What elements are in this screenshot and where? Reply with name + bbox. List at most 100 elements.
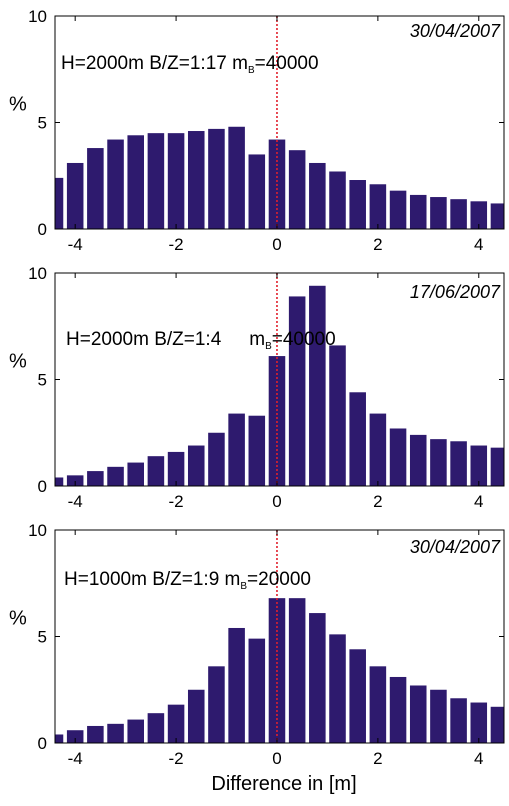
bar-panel1-7 [167, 133, 185, 229]
bar-panel3-8 [187, 689, 205, 743]
bar-panel3-6 [147, 713, 165, 743]
bar-panel2-6 [147, 456, 165, 486]
bar-panel1-3 [87, 148, 104, 229]
bar-panel2-7 [167, 451, 185, 486]
bar-panel2-3 [87, 471, 104, 486]
y-axis-label-panel1: % [9, 94, 27, 116]
bar-panel2-10 [228, 413, 245, 486]
x-tick-label-panel2-2: -2 [169, 492, 184, 511]
x-tick-label-panel1-2: -2 [169, 235, 184, 254]
y-tick-label-panel1-2: 5 [38, 114, 47, 133]
bar-panel1-18 [389, 190, 407, 229]
bar-panel2-8 [187, 445, 205, 486]
y-tick-label-panel2-3: 10 [28, 264, 47, 283]
date-label-panel1: 30/04/2007 [410, 21, 501, 41]
bar-panel3-22 [470, 702, 488, 743]
bar-panel3-4 [107, 723, 124, 743]
annotation-tail-panel3: =20000 [247, 569, 311, 590]
bar-panel3-19 [409, 685, 427, 743]
x-tick-label-panel3-1: -4 [68, 749, 83, 768]
x-tick-label-panel2-3: 0 [272, 492, 281, 511]
y-axis-label-panel2: % [9, 351, 27, 373]
bar-panel1-10 [228, 126, 245, 229]
bar-panel3-5 [127, 719, 144, 743]
bar-panel3-11 [248, 638, 266, 743]
y-axis-label-panel3: % [9, 608, 27, 630]
bar-panel1-4 [107, 139, 124, 229]
bar-panel2-16 [349, 392, 366, 486]
annotation-subscript-panel2: B [265, 341, 272, 352]
bar-panel3-15 [329, 634, 346, 743]
bar-panel3-23 [490, 706, 504, 743]
bar-panel1-22 [470, 201, 488, 229]
bar-panel1-2 [66, 162, 84, 229]
bar-panel1-16 [349, 180, 366, 229]
annotation-tail-panel1: =40000 [255, 53, 319, 74]
bar-panel3-14 [309, 613, 326, 743]
bar-panel2-18 [389, 428, 407, 486]
annotation-main-panel3: H=1000m B/Z=1:9 m [64, 569, 240, 590]
x-tick-label-panel3-3: 0 [272, 749, 281, 768]
bar-panel1-5 [127, 135, 144, 229]
bar-panel2-5 [127, 462, 144, 486]
bar-panel2-21 [450, 441, 467, 486]
bar-panel3-13 [288, 598, 306, 743]
bar-panel3-16 [349, 649, 366, 743]
bar-panel1-15 [329, 171, 346, 229]
bar-panel2-15 [329, 345, 346, 486]
x-tick-label-panel1-4: 2 [373, 235, 382, 254]
bar-panel2-20 [430, 439, 447, 486]
y-tick-label-panel2-1: 0 [38, 477, 47, 496]
x-tick-label-panel2-5: 4 [474, 492, 483, 511]
date-label-panel2: 17/06/2007 [410, 282, 501, 302]
bar-panel2-1 [55, 477, 64, 486]
annotation-panel3: H=1000m B/Z=1:9 mB=20000 [64, 569, 311, 592]
bar-panel2-2 [66, 475, 84, 486]
bar-panel2-17 [369, 413, 387, 486]
bar-panel1-9 [208, 128, 225, 229]
annotation-main-panel2: H=2000m B/Z=1:4 [66, 329, 222, 350]
bar-panel2-14 [309, 285, 326, 486]
annotation-subscript-panel3: B [240, 581, 247, 592]
bar-panel3-3 [87, 725, 104, 743]
x-axis-label: Difference in [m] [211, 773, 356, 795]
bar-panel3-18 [389, 676, 407, 743]
annotation-subscript-panel1: B [248, 65, 255, 76]
x-tick-label-panel3-5: 4 [474, 749, 483, 768]
bar-panel2-9 [208, 432, 225, 486]
annotation-panel1: H=2000m B/Z=1:17 mB=40000 [61, 53, 319, 76]
date-label-panel3: 30/04/2007 [410, 537, 501, 557]
x-tick-label-panel1-3: 0 [272, 235, 281, 254]
bar-panel1-13 [288, 150, 306, 229]
bar-panel3-20 [430, 689, 447, 743]
annotation-tail-panel2: =40000 [272, 329, 336, 350]
bar-panel1-14 [309, 162, 326, 229]
y-tick-label-panel1-1: 0 [38, 220, 47, 239]
bar-panel2-23 [490, 447, 504, 486]
x-tick-label-panel3-2: -2 [169, 749, 184, 768]
bar-panel2-11 [248, 415, 266, 486]
y-tick-label-panel2-2: 5 [38, 371, 47, 390]
y-tick-label-panel3-2: 5 [38, 628, 47, 647]
bar-panel1-17 [369, 184, 387, 229]
bar-panel3-7 [167, 704, 185, 743]
bar-panel3-21 [450, 698, 467, 743]
bar-panel1-20 [430, 197, 447, 229]
x-tick-label-panel1-5: 4 [474, 235, 483, 254]
annotation-main-panel1: H=2000m B/Z=1:17 m [61, 53, 248, 74]
bar-panel3-1 [55, 734, 64, 743]
bar-panel1-1 [55, 177, 64, 229]
bar-panel3-17 [369, 666, 387, 743]
bar-panel2-22 [470, 445, 488, 486]
y-tick-label-panel3-3: 10 [28, 521, 47, 540]
annotation-m-panel2: m [249, 329, 265, 350]
x-tick-label-panel1-1: -4 [68, 235, 83, 254]
bar-panel1-6 [147, 133, 165, 229]
bar-panel2-4 [107, 466, 124, 486]
bar-panel1-23 [490, 203, 504, 229]
bar-panel2-19 [409, 434, 427, 486]
bar-panel3-10 [228, 627, 245, 743]
bar-panel1-8 [187, 131, 205, 229]
